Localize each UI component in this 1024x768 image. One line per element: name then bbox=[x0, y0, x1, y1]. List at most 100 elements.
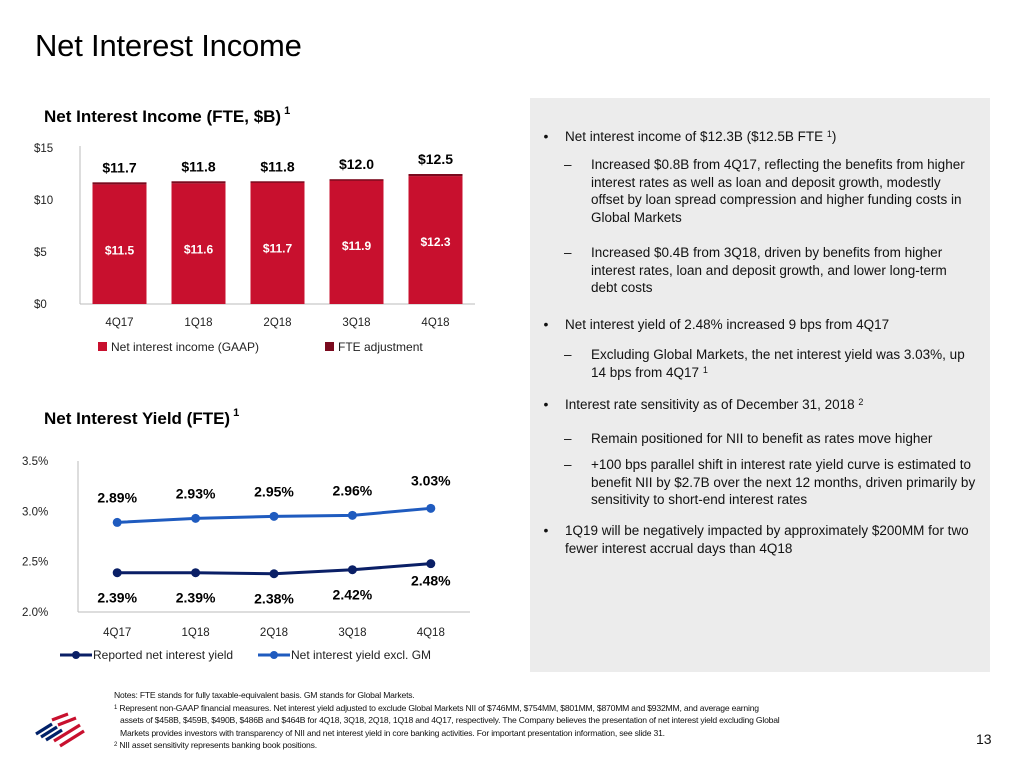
reported-yield-label: 2.48% bbox=[411, 573, 451, 589]
yield-excl-gm-point bbox=[112, 517, 122, 527]
legend-swatch-gaap bbox=[98, 342, 107, 351]
yield-excl-gm-label: 2.95% bbox=[254, 483, 294, 499]
footnote-1-text: Represent non-GAAP financial measures. N… bbox=[119, 702, 759, 713]
bar-fte-adjustment bbox=[329, 179, 384, 181]
bank-flag-logo-icon bbox=[35, 712, 85, 748]
sub-bullet-positioned: – Remain positioned for NII to benefit a… bbox=[530, 430, 990, 448]
legend-label-reported: Reported net interest yield bbox=[93, 648, 233, 662]
bullet-nii-text: Net interest income of $12.3B ($12.5B FT… bbox=[565, 129, 827, 144]
x-tick-label: 4Q18 bbox=[417, 627, 445, 639]
footnote-1-text-cont: assets of $458B, $459B, $490B, $486B and… bbox=[120, 715, 780, 725]
legend-swatch-fte bbox=[325, 342, 334, 351]
bullet-rate-sensitivity: • Interest rate sensitivity as of Decemb… bbox=[530, 396, 990, 414]
y-tick-label: $15 bbox=[34, 143, 53, 155]
bullet-niy-text: Net interest yield of 2.48% increased 9 … bbox=[565, 317, 890, 332]
nii-chart-title-text: Net Interest Income (FTE, $B) bbox=[44, 107, 282, 126]
bullet-icon: • bbox=[543, 522, 549, 538]
bar-gaap bbox=[92, 184, 147, 304]
niy-chart-title-text: Net Interest Yield (FTE) bbox=[44, 409, 231, 428]
x-tick-label: 4Q17 bbox=[105, 317, 133, 329]
legend-label-fte: FTE adjustment bbox=[338, 340, 423, 354]
footnote-1-text-cont: Markets provides investors with transpar… bbox=[120, 727, 665, 738]
bar-fte-adjustment bbox=[171, 181, 226, 184]
x-tick-label: 1Q18 bbox=[184, 317, 212, 329]
bar-fte-adjustment bbox=[92, 182, 147, 185]
page-title: Net Interest Income bbox=[35, 28, 302, 63]
bar-total-label: $11.8 bbox=[260, 158, 294, 174]
footnote-mark: 2 bbox=[114, 742, 118, 748]
yield-excl-gm-point bbox=[426, 503, 436, 513]
dash-icon: – bbox=[564, 157, 572, 172]
y-tick-label: 2.0% bbox=[22, 607, 48, 619]
bullet-icon: • bbox=[543, 396, 549, 412]
yield-excl-gm-label: 2.93% bbox=[176, 485, 216, 501]
x-tick-label: 4Q18 bbox=[421, 317, 449, 329]
dash-icon: – bbox=[564, 347, 572, 362]
legend-label-gaap: Net interest income (GAAP) bbox=[111, 340, 259, 354]
bullet-icon: • bbox=[543, 128, 549, 144]
bullet-1q19: • 1Q19 will be negatively impacted by ap… bbox=[530, 522, 990, 557]
y-tick-label: 3.0% bbox=[22, 506, 48, 518]
reported-yield-point bbox=[426, 559, 436, 569]
niy-chart-title-footnote: 1 bbox=[233, 407, 240, 419]
nii-chart-title: Net Interest Income (FTE, $B) 1 bbox=[44, 105, 291, 127]
dash-icon: – bbox=[564, 457, 572, 472]
y-tick-label: 2.5% bbox=[22, 557, 48, 569]
nii-chart-title-footnote: 1 bbox=[284, 105, 291, 117]
bar-total-label: $12.5 bbox=[418, 151, 453, 167]
bar-value-label: $11.7 bbox=[263, 241, 293, 255]
dash-icon: – bbox=[564, 431, 572, 446]
x-tick-label: 1Q18 bbox=[182, 627, 210, 639]
footnote-mark: 1 bbox=[114, 704, 118, 711]
x-tick-label: 4Q17 bbox=[103, 627, 131, 639]
reported-yield-label: 2.38% bbox=[254, 591, 294, 607]
bar-gaap bbox=[250, 182, 305, 304]
yield-excl-gm-label: 2.96% bbox=[333, 482, 373, 498]
dash-icon: – bbox=[564, 245, 572, 260]
bullet-rate-text: Interest rate sensitivity as of December… bbox=[565, 397, 859, 412]
bar-fte-adjustment bbox=[250, 181, 305, 183]
niy-line-chart: 2.0% 2.5% 3.0% 3.5% 4Q17 1Q18 2Q18 3Q18 4Q18 2.39… bbox=[22, 456, 470, 662]
legend-marker-excl-gm bbox=[270, 651, 278, 659]
sub-bullet-text: Increased $0.4B from 3Q18, driven by ben… bbox=[591, 245, 947, 295]
reported-yield-label: 2.39% bbox=[97, 590, 137, 606]
yield-excl-gm-point bbox=[269, 511, 279, 521]
bar-total-label: $11.7 bbox=[102, 159, 136, 175]
bullet-1q19-text: 1Q19 will be negatively impacted by appr… bbox=[565, 523, 969, 556]
x-tick-label: 3Q18 bbox=[342, 317, 370, 329]
reported-yield-label: 2.39% bbox=[176, 590, 216, 606]
bullet-nii: • Net interest income of $12.3B ($12.5B … bbox=[530, 128, 990, 146]
bar-value-label: $11.6 bbox=[184, 242, 214, 256]
legend-label-excl-gm: Net interest yield excl. GM bbox=[291, 648, 431, 662]
x-tick-label: 3Q18 bbox=[338, 627, 366, 639]
sub-bullet-text: Remain positioned for NII to benefit as … bbox=[591, 431, 933, 446]
x-tick-label: 2Q18 bbox=[263, 317, 291, 329]
bar-value-label: $11.9 bbox=[342, 239, 372, 253]
sub-bullet-nii-3q18: – Increased $0.4B from 3Q18, driven by b… bbox=[530, 244, 990, 297]
commentary-panel: • Net interest income of $12.3B ($12.5B … bbox=[530, 98, 990, 672]
bar-value-label: $11.5 bbox=[105, 243, 135, 257]
x-tick-label: 2Q18 bbox=[260, 627, 288, 639]
y-tick-label: $5 bbox=[34, 247, 47, 259]
page-number: 13 bbox=[976, 731, 992, 747]
reported-yield-point bbox=[347, 565, 357, 575]
reported-yield-point bbox=[112, 568, 122, 578]
sub-bullet-text: Excluding Global Markets, the net intere… bbox=[591, 347, 965, 380]
sub-bullet-niy-excl-gm: – Excluding Global Markets, the net inte… bbox=[530, 346, 990, 381]
sub-bullet-nii-4q17: – Increased $0.8B from 4Q17, reflecting … bbox=[530, 156, 990, 226]
bar-value-label: $12.3 bbox=[420, 235, 450, 249]
sub-bullet-text: +100 bps parallel shift in interest rate… bbox=[591, 457, 976, 507]
bullet-niy: • Net interest yield of 2.48% increased … bbox=[530, 316, 990, 334]
bar-fte-adjustment bbox=[408, 174, 463, 177]
bar-gaap bbox=[329, 180, 384, 304]
yield-excl-gm-point bbox=[347, 510, 357, 520]
footnote-ref: 1 bbox=[702, 364, 708, 375]
bar-gaap bbox=[408, 176, 463, 304]
bar-total-label: $12.0 bbox=[339, 156, 374, 172]
footnotes: Notes: FTE stands for fully taxable-equi… bbox=[114, 689, 964, 752]
yield-excl-gm-label: 2.89% bbox=[97, 489, 137, 505]
reported-yield-point bbox=[191, 568, 201, 578]
niy-chart-title: Net Interest Yield (FTE) 1 bbox=[44, 407, 240, 429]
yield-excl-gm-point bbox=[191, 513, 201, 523]
reported-yield-point bbox=[269, 569, 279, 579]
